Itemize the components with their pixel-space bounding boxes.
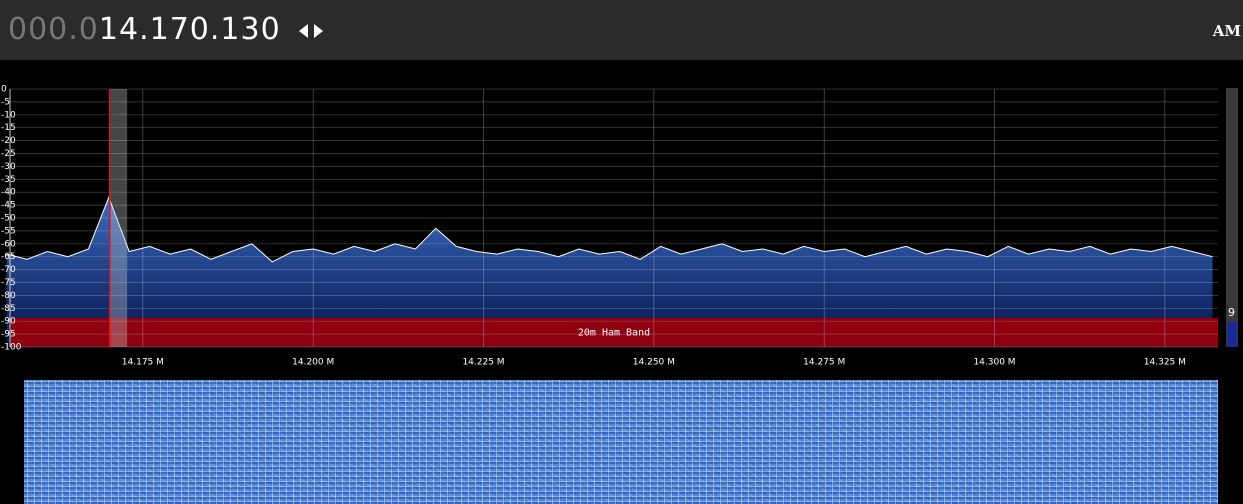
y-tick-label: -65 [1, 252, 16, 262]
waterfall [24, 380, 1218, 504]
band-label: 20m Ham Band [578, 328, 650, 339]
x-tick-label: 14.325 M [1144, 358, 1186, 368]
y-tick-label: -45 [1, 201, 16, 211]
meter-label: 9 [1228, 306, 1235, 319]
y-tick-label: -100 [1, 343, 22, 353]
y-tick-label: -60 [1, 239, 16, 249]
y-tick-label: -90 [1, 317, 16, 327]
y-tick-label: -95 [1, 330, 16, 340]
spectrum: 9 20m Ham Band 0 -5 -10 -15 -20 -25 -30 -35 -40 -4… [0, 0, 1243, 380]
x-tick-label: 14.200 M [292, 358, 334, 368]
y-tick-label: -5 [1, 97, 10, 107]
meter-level [1227, 322, 1237, 347]
y-tick-label: -30 [1, 162, 16, 172]
y-tick-label: -50 [1, 214, 16, 224]
y-tick-label: -25 [1, 149, 16, 159]
x-tick-label: 14.275 M [803, 358, 845, 368]
y-tick-label: -75 [1, 278, 16, 288]
passband [110, 89, 128, 347]
y-tick-label: -40 [1, 188, 16, 198]
y-tick-label: 0 [1, 85, 7, 95]
y-tick-label: -15 [1, 123, 16, 133]
x-tick-label: 14.225 M [462, 358, 504, 368]
y-tick-label: -85 [1, 304, 16, 314]
y-tick-label: -55 [1, 226, 16, 236]
sdr-page: 000.014.170.130 AM 9 20m Ham Band0-5-10-… [0, 0, 1243, 504]
y-tick-label: -35 [1, 175, 16, 185]
y-tick-label: -20 [1, 136, 16, 146]
y-tick-label: -10 [1, 110, 16, 120]
x-tick-label: 14.175 M [122, 358, 164, 368]
y-tick-label: -70 [1, 265, 16, 275]
x-tick-label: 14.300 M [973, 358, 1015, 368]
y-tick-label: -80 [1, 291, 16, 301]
x-tick-label: 14.250 M [633, 358, 675, 368]
